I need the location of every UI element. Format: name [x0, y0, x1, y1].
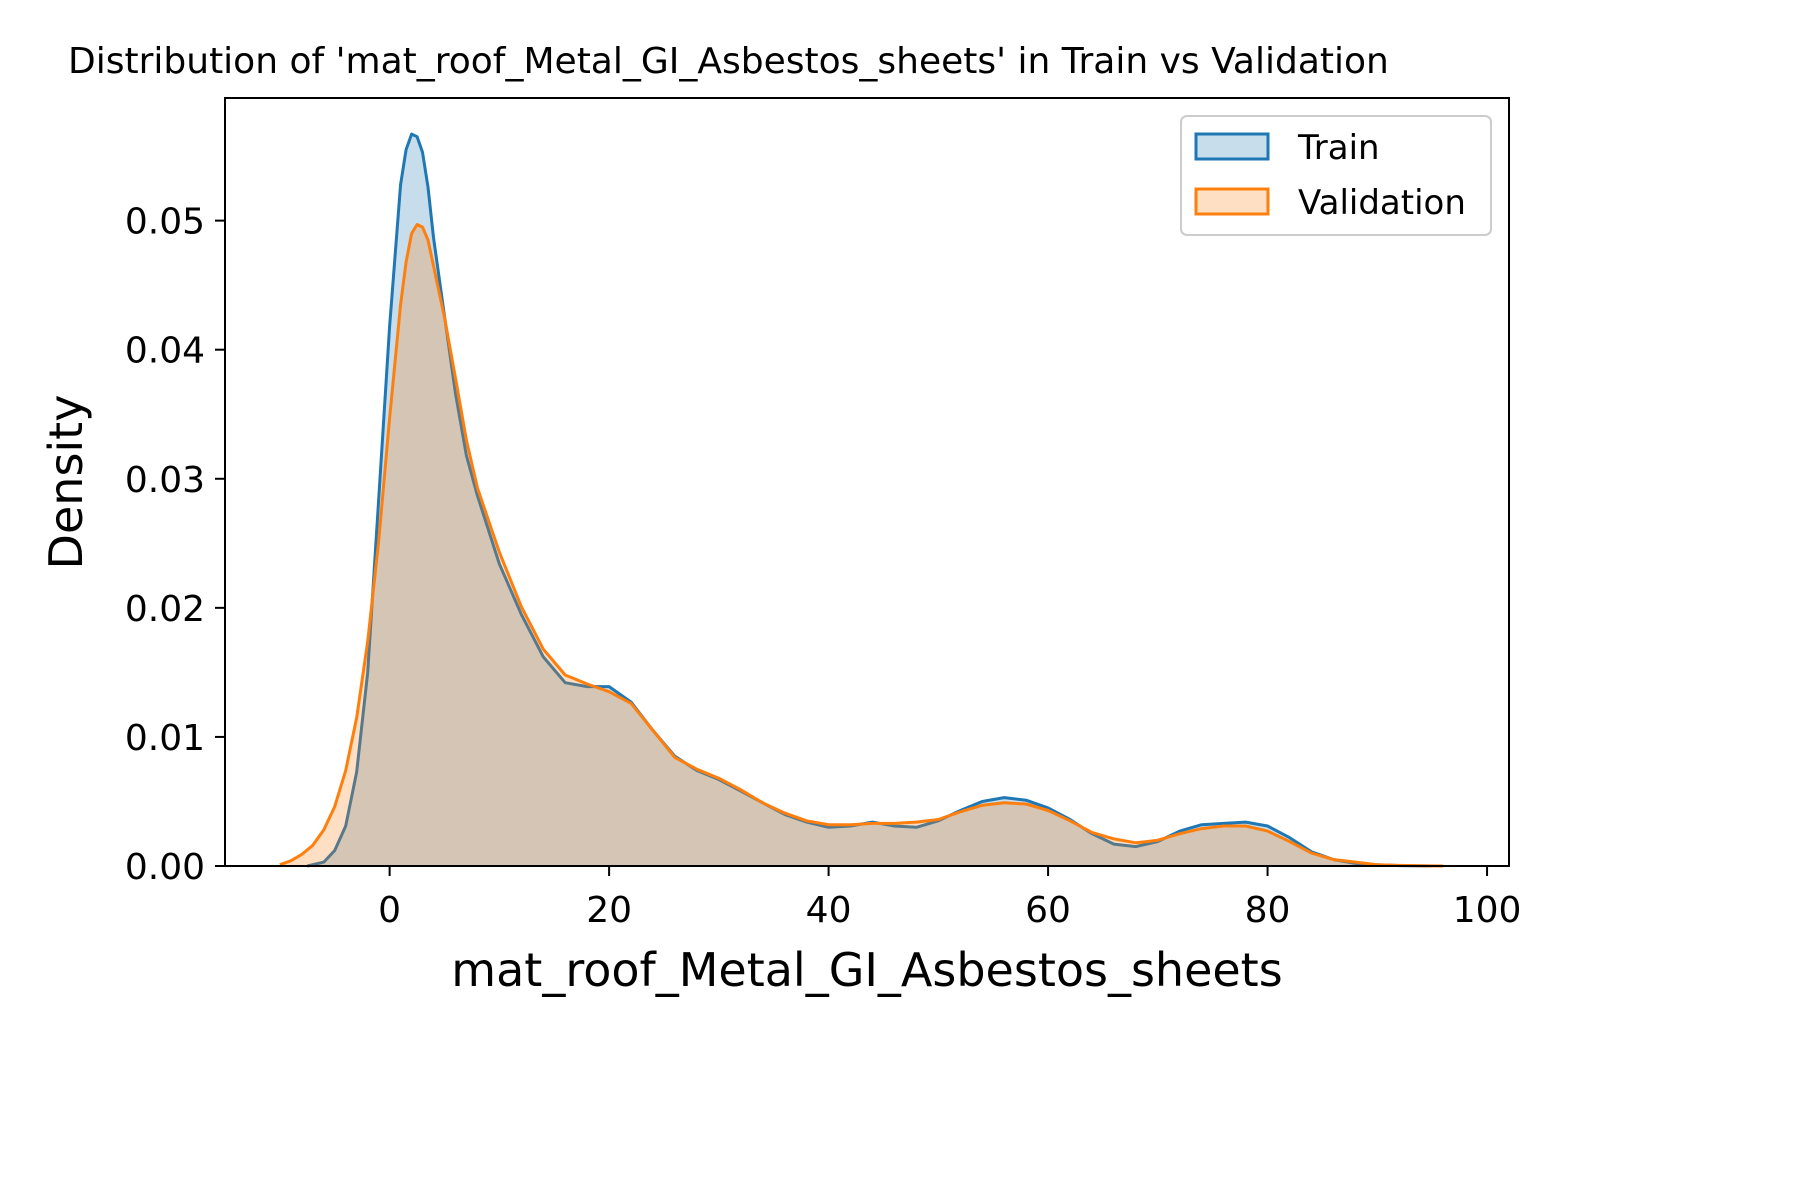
legend-frame	[1180, 115, 1492, 236]
x-tick-label: 40	[806, 890, 852, 931]
density-chart: Distribution of 'mat_roof_Metal_GI_Asbes…	[39, 41, 1521, 997]
x-tick-label: 100	[1453, 890, 1522, 931]
y-axis-label: Density	[39, 395, 93, 570]
x-tick-label: 80	[1245, 890, 1291, 931]
axes-frame	[224, 97, 1510, 867]
plot-area	[224, 97, 1510, 868]
x-tick-label: 20	[586, 890, 632, 931]
y-tick-label: 0.04	[125, 331, 205, 372]
y-tick-label: 0.02	[125, 589, 205, 630]
x-axis: 0 20 40 60 80 100	[378, 866, 1521, 931]
legend-swatch-validation	[1194, 187, 1270, 216]
x-axis-label: mat_roof_Metal_GI_Asbestos_sheets	[451, 943, 1282, 997]
chart-title: Distribution of 'mat_roof_Metal_GI_Asbes…	[68, 41, 1389, 82]
series-layer	[279, 132, 1444, 868]
area-validation	[279, 224, 1444, 866]
x-tick-label: 0	[378, 890, 401, 931]
y-tick-label: 0.00	[125, 847, 205, 888]
legend-swatch-train	[1194, 132, 1270, 161]
y-axis: 0.00 0.01 0.02 0.03 0.04 0.05	[125, 202, 225, 888]
line-validation	[279, 223, 1444, 868]
legend: Train Validation	[1180, 115, 1492, 236]
legend-label-train: Train	[1297, 128, 1380, 168]
legend-label-validation: Validation	[1298, 183, 1466, 223]
y-tick-label: 0.01	[125, 718, 205, 759]
area-train	[307, 134, 1433, 867]
y-tick-label: 0.05	[125, 202, 205, 243]
x-tick-label: 60	[1025, 890, 1071, 931]
y-tick-label: 0.03	[125, 460, 205, 501]
